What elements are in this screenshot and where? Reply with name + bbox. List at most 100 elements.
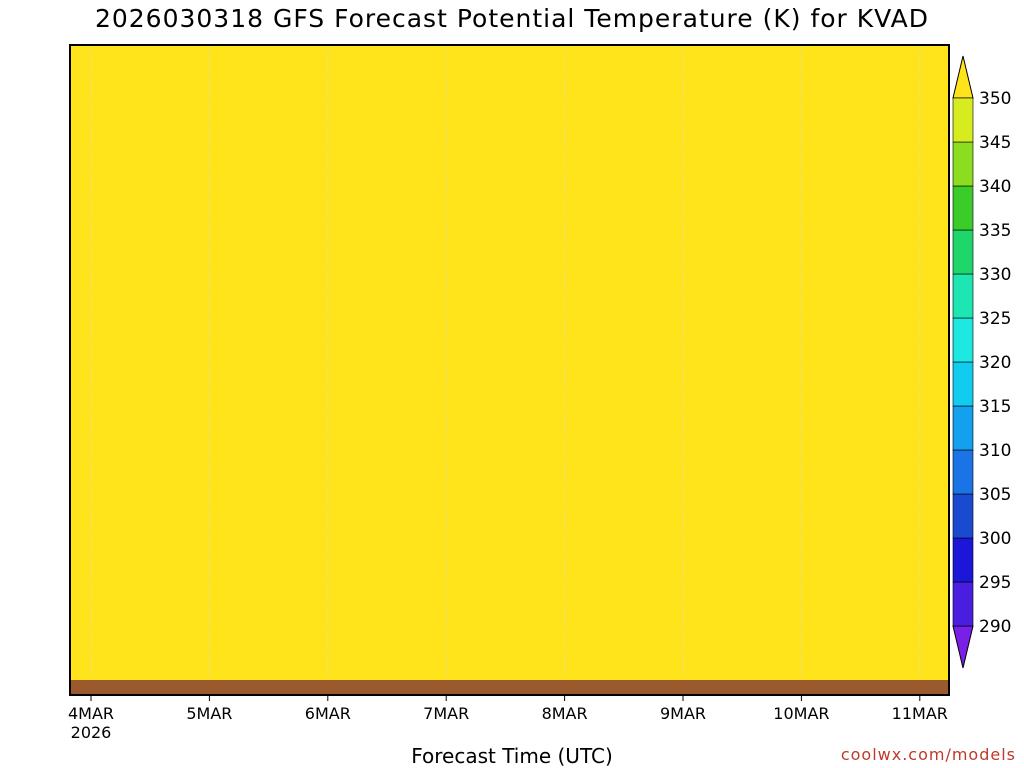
field-cell [100,415,107,421]
field-cell [142,205,149,211]
field-cell [172,100,179,106]
field-cell [124,510,131,516]
field-cell [220,525,227,531]
field-cell [196,265,203,271]
field-cell [130,600,137,606]
field-cell [208,105,215,111]
field-cell [184,305,191,311]
field-cell [292,200,299,206]
field-cell [280,210,287,216]
field-cell [136,215,143,221]
field-cell [178,675,185,681]
field-cell [160,290,167,296]
field-cell [130,390,137,396]
field-cell [160,490,167,496]
field-cell [100,625,107,631]
field-cell [292,390,299,396]
field-cell [304,200,311,206]
field-cell [268,320,275,326]
field-cell [286,630,293,636]
field-cell [76,480,83,486]
field-cell [106,140,113,146]
field-cell [298,665,305,671]
field-cell [184,510,191,516]
field-cell [208,140,215,146]
field-cell [256,675,263,681]
field-cell [76,270,83,276]
field-cell [220,300,227,306]
field-cell [196,385,203,391]
field-cell [70,630,77,636]
field-cell [112,160,119,166]
field-cell [184,320,191,326]
field-cell [136,90,143,96]
field-cell [88,515,95,521]
field-cell [154,495,161,501]
field-cell [184,425,191,431]
field-cell [256,65,263,71]
field-cell [220,560,227,566]
field-cell [244,190,251,196]
field-cell [256,495,263,501]
field-cell [280,600,287,606]
field-cell [298,540,305,546]
field-cell [268,285,275,291]
field-cell [220,665,227,671]
field-cell [154,570,161,576]
field-cell [268,415,275,421]
field-cell [100,405,107,411]
field-cell [262,330,269,336]
field-cell [220,505,227,511]
field-cell [184,45,191,51]
field-cell [112,420,119,426]
field-cell [136,580,143,586]
field-cell [190,125,197,131]
field-cell [124,595,131,601]
field-cell [154,565,161,571]
field-cell [130,435,137,441]
field-cell [274,160,281,166]
field-cell [244,240,251,246]
field-cell [136,350,143,356]
field-cell [298,645,305,651]
field-cell [166,335,173,341]
field-cell [262,290,269,296]
field-cell [292,145,299,151]
field-cell [286,225,293,231]
field-cell [190,320,197,326]
field-cell [160,600,167,606]
field-cell [70,320,77,326]
field-cell [304,260,311,266]
field-cell [256,185,263,191]
field-cell [178,120,185,126]
field-cell [148,490,155,496]
field-cell [280,50,287,56]
field-cell [142,545,149,551]
field-cell [208,380,215,386]
field-cell [82,470,89,476]
field-cell [220,335,227,341]
field-cell [214,520,221,526]
field-cell [94,240,101,246]
field-cell [256,135,263,141]
field-cell [70,455,77,461]
field-cell [82,330,89,336]
field-cell [124,45,131,51]
field-cell [244,275,251,281]
field-cell [112,490,119,496]
field-cell [250,435,257,441]
field-cell [148,565,155,571]
field-cell [94,620,101,626]
field-cell [280,160,287,166]
field-cell [232,195,239,201]
field-cell [148,250,155,256]
field-cell [286,230,293,236]
field-cell [238,110,245,116]
field-cell [172,575,179,581]
field-cell [130,70,137,76]
field-cell [112,45,119,51]
field-cell [82,405,89,411]
field-cell [220,310,227,316]
field-cell [94,195,101,201]
